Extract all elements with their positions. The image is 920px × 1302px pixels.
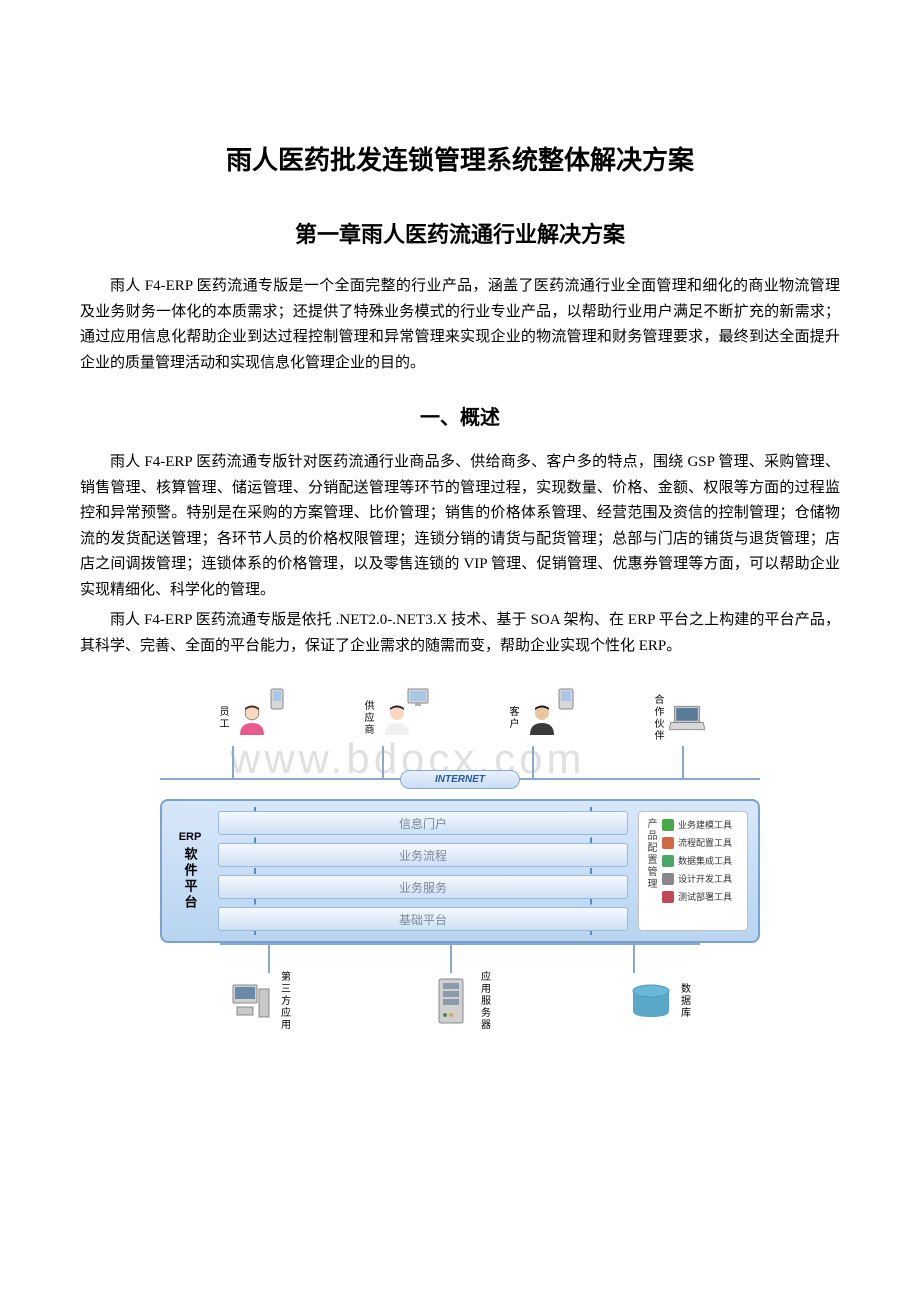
overview-paragraph-1: 雨人 F4-ERP 医药流通专版针对医药流通行业商品多、供给商多、客户多的特点，… bbox=[80, 450, 840, 603]
architecture-diagram: 员工 供应商 bbox=[160, 694, 760, 1031]
database-icon bbox=[629, 979, 673, 1023]
test-icon bbox=[662, 891, 674, 903]
erp-text: ERP bbox=[179, 831, 202, 843]
tool-item: 测试部署工具 bbox=[662, 890, 743, 903]
app-server: 应用服务器 bbox=[429, 971, 492, 1031]
bottom-connectors bbox=[220, 943, 700, 971]
bottom-row: 第三方应用 应用服务器 bbox=[160, 971, 760, 1031]
actors-row: 员工 供应商 bbox=[160, 694, 760, 742]
tool-label: 测试部署工具 bbox=[678, 890, 732, 903]
chapter-title: 第一章雨人医药流通行业解决方案 bbox=[80, 217, 840, 249]
person-icon bbox=[379, 700, 415, 736]
layer-base: 基础平台 bbox=[218, 907, 628, 931]
platform-label: ERP 软件平台 bbox=[172, 811, 208, 931]
layer-process: 业务流程 bbox=[218, 843, 628, 867]
actor-employee: 员工 bbox=[215, 694, 270, 742]
tool-item: 设计开发工具 bbox=[662, 872, 743, 885]
bottom-label: 第三方应用 bbox=[277, 971, 292, 1031]
tool-item: 业务建模工具 bbox=[662, 818, 743, 831]
server-icon bbox=[429, 979, 473, 1023]
intro-paragraph: 雨人 F4-ERP 医药流通专版是一个全面完整的行业产品，涵盖了医药流通行业全面… bbox=[80, 274, 840, 376]
actor-label: 员工 bbox=[215, 706, 230, 730]
dev-icon bbox=[662, 873, 674, 885]
overview-paragraph-2: 雨人 F4-ERP 医药流通专版是依托 .NET2.0-.NET3.X 技术、基… bbox=[80, 608, 840, 659]
bottom-label: 应用服务器 bbox=[477, 971, 492, 1031]
layer-portal: 信息门户 bbox=[218, 811, 628, 835]
person-icon bbox=[234, 700, 270, 736]
actor-label: 客户 bbox=[505, 706, 520, 730]
section-title-overview: 一、概述 bbox=[80, 401, 840, 430]
tool-item: 数据集成工具 bbox=[662, 854, 743, 867]
actor-label: 合作伙伴 bbox=[650, 694, 665, 742]
data-icon bbox=[662, 855, 674, 867]
config-panel: 产品配置管理 业务建模工具 流程配置工具 数据集成工具 bbox=[638, 811, 748, 931]
pda-icon bbox=[558, 688, 574, 710]
tool-label: 业务建模工具 bbox=[678, 818, 732, 831]
cube-icon bbox=[662, 819, 674, 831]
actor-partner: 合作伙伴 bbox=[650, 694, 705, 742]
tool-label: 设计开发工具 bbox=[678, 872, 732, 885]
workstation-icon bbox=[229, 979, 273, 1023]
document-body: 雨人医药批发连锁管理系统整体解决方案 第一章雨人医药流通行业解决方案 雨人 F4… bbox=[80, 140, 840, 1031]
tool-label: 流程配置工具 bbox=[678, 836, 732, 849]
bottom-label: 数据库 bbox=[677, 983, 692, 1019]
actor-label: 供应商 bbox=[360, 700, 375, 736]
actor-customer: 客户 bbox=[505, 694, 560, 742]
layer-service: 业务服务 bbox=[218, 875, 628, 899]
actor-supplier: 供应商 bbox=[360, 694, 415, 742]
config-panel-label: 产品配置管理 bbox=[643, 818, 658, 924]
monitor-icon bbox=[407, 688, 429, 708]
internet-badge: INTERNET bbox=[400, 770, 520, 789]
erp-platform-box: ERP 软件平台 信息门户 业务流程 业务服务 基础平台 产品配置管理 业务建模… bbox=[160, 799, 760, 943]
laptop-icon bbox=[669, 700, 705, 736]
third-party-app: 第三方应用 bbox=[229, 971, 292, 1031]
flow-icon bbox=[662, 837, 674, 849]
platform-layers: 信息门户 业务流程 业务服务 基础平台 bbox=[218, 811, 628, 931]
person-icon bbox=[524, 700, 560, 736]
database: 数据库 bbox=[629, 971, 692, 1031]
tool-item: 流程配置工具 bbox=[662, 836, 743, 849]
document-title: 雨人医药批发连锁管理系统整体解决方案 bbox=[80, 140, 840, 177]
tools-list: 业务建模工具 流程配置工具 数据集成工具 设计开发工具 bbox=[662, 818, 743, 924]
platform-cn-text: 软件平台 bbox=[181, 847, 200, 911]
tool-label: 数据集成工具 bbox=[678, 854, 732, 867]
phone-icon bbox=[270, 688, 284, 710]
